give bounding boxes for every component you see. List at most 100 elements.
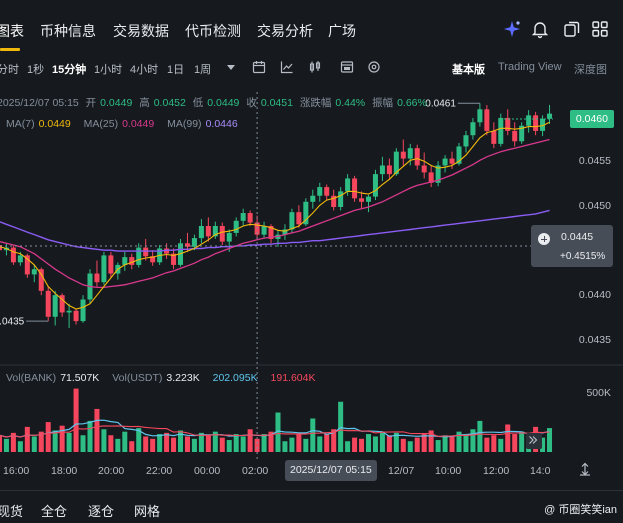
tab-square[interactable]: 广场 (328, 23, 356, 39)
crosshair-time: 2025/12/07 05:15 (285, 460, 377, 481)
top-nav: 图表 币种信息 交易数据 代币检测 交易分析 广场 (0, 0, 623, 56)
interval-15m[interactable]: 15分钟 (52, 64, 87, 76)
candle-body (533, 115, 539, 131)
crosshair-pct: +0.4515% (560, 251, 606, 262)
candlestick-chart[interactable]: 0.0461 0.0435 (0, 80, 623, 480)
vol-usdt-value: 3.223K (166, 372, 200, 384)
volume-bar (261, 434, 267, 452)
candle-body (303, 201, 309, 225)
time-tick: 16:00 (3, 465, 30, 477)
tab-grid[interactable]: 网格 (134, 504, 161, 519)
candle-body (17, 255, 23, 263)
volume-bar (150, 438, 156, 452)
candle-body (296, 212, 302, 225)
volume-bar (379, 431, 385, 452)
tab-isolated[interactable]: 逐仓 (88, 504, 115, 519)
layout-icon[interactable] (340, 60, 354, 74)
crosshair-price: 0.0445 (561, 231, 594, 243)
candle-body (345, 178, 351, 192)
vol-bank-label: Vol(BANK) (6, 372, 57, 384)
calendar-icon[interactable] (252, 60, 266, 74)
tab-trading-data[interactable]: 交易数据 (113, 23, 169, 39)
volume-bar (268, 431, 274, 452)
volume-ma2-line (0, 425, 550, 438)
tab-cross[interactable]: 全仓 (41, 504, 68, 519)
volume-bar (240, 436, 246, 452)
tab-trade-analysis[interactable]: 交易分析 (257, 23, 313, 39)
view-basic[interactable]: 基本版 (452, 64, 485, 76)
scale-toggle-icon[interactable] (578, 462, 592, 476)
candle-body (491, 130, 497, 144)
interval-1h[interactable]: 1小时 (94, 64, 123, 76)
bottom-trade-bar: 现货 全仓 逐仓 网格 @ 币圈笑笑ian (0, 490, 623, 523)
volume-bar (31, 436, 37, 452)
sparkle-icon[interactable] (502, 19, 522, 39)
amp-label: 振幅 (372, 97, 394, 109)
volume-bar (449, 436, 455, 452)
interval-4h[interactable]: 4小时 (130, 64, 159, 76)
volume-bar (338, 401, 344, 452)
tab-token-check[interactable]: 代币检测 (185, 23, 241, 39)
ma-info: MA(7) 0.0449 MA(25) 0.0449 MA(99) 0.0446 (6, 118, 242, 130)
candle-body (372, 174, 378, 197)
dropdown-caret-icon[interactable] (224, 60, 238, 74)
volume-bar (226, 440, 232, 452)
volume-bar (38, 431, 44, 452)
ma7-value: 0.0449 (38, 118, 71, 130)
candle-body (512, 130, 518, 142)
time-tick: 14:0 (530, 465, 551, 477)
candle-type-icon[interactable] (308, 60, 322, 74)
ohlc-date: 2025/12/07 05:15 (0, 97, 79, 109)
volume-bar (331, 429, 337, 452)
tab-chart[interactable]: 图表 (0, 23, 24, 39)
low-value: 0.0449 (207, 97, 240, 109)
add-alert-icon[interactable] (538, 233, 550, 245)
candle-body (365, 196, 372, 202)
candle-body (338, 191, 344, 207)
ma99-line (0, 209, 550, 252)
candle-body (73, 310, 79, 322)
interval-1w[interactable]: 1周 (194, 64, 212, 76)
candle-body (414, 148, 420, 166)
candle-body (24, 255, 30, 275)
interval-1d[interactable]: 1日 (167, 64, 185, 76)
candle-body (547, 113, 553, 119)
ma25-value: 0.0449 (122, 118, 155, 130)
volume-bar (352, 437, 358, 452)
copy-icon[interactable] (562, 19, 582, 39)
tab-spot[interactable]: 现货 (0, 504, 24, 519)
line-chart-icon[interactable] (280, 60, 294, 74)
view-depth[interactable]: 深度图 (574, 64, 607, 76)
candle-body (470, 122, 476, 136)
volume-bar (143, 436, 149, 452)
candle-body (247, 213, 253, 223)
volume-bar (484, 437, 490, 452)
candle-body (421, 165, 427, 173)
candle-body (136, 247, 142, 265)
interval-line[interactable]: 分时 (0, 64, 19, 76)
view-tradingview[interactable]: Trading View (498, 61, 562, 73)
scroll-right-icon[interactable] (526, 433, 542, 449)
volume-bar (442, 435, 448, 452)
settings-icon[interactable] (367, 60, 381, 74)
interval-1s[interactable]: 1秒 (27, 64, 45, 76)
candle-body (428, 172, 434, 183)
tab-coin-info[interactable]: 币种信息 (40, 23, 96, 39)
time-tick: 20:00 (98, 465, 125, 477)
candle-body (261, 226, 267, 235)
volume-bar (393, 432, 399, 452)
volume-bar (372, 436, 378, 452)
volume-bar (0, 435, 2, 452)
bell-icon[interactable] (530, 19, 550, 39)
volume-bar (435, 440, 441, 452)
volume-bar (456, 431, 462, 452)
volume-bar (428, 430, 434, 452)
volume-bar (386, 435, 392, 452)
ma25-line (0, 138, 550, 289)
candle-body (442, 158, 448, 166)
volume-bar (80, 435, 86, 452)
volume-bar (219, 437, 225, 452)
candle-body (526, 115, 532, 126)
crosshair-price-tag[interactable]: 0.0445 +0.4515% (531, 225, 613, 267)
grid-icon[interactable] (590, 19, 610, 39)
